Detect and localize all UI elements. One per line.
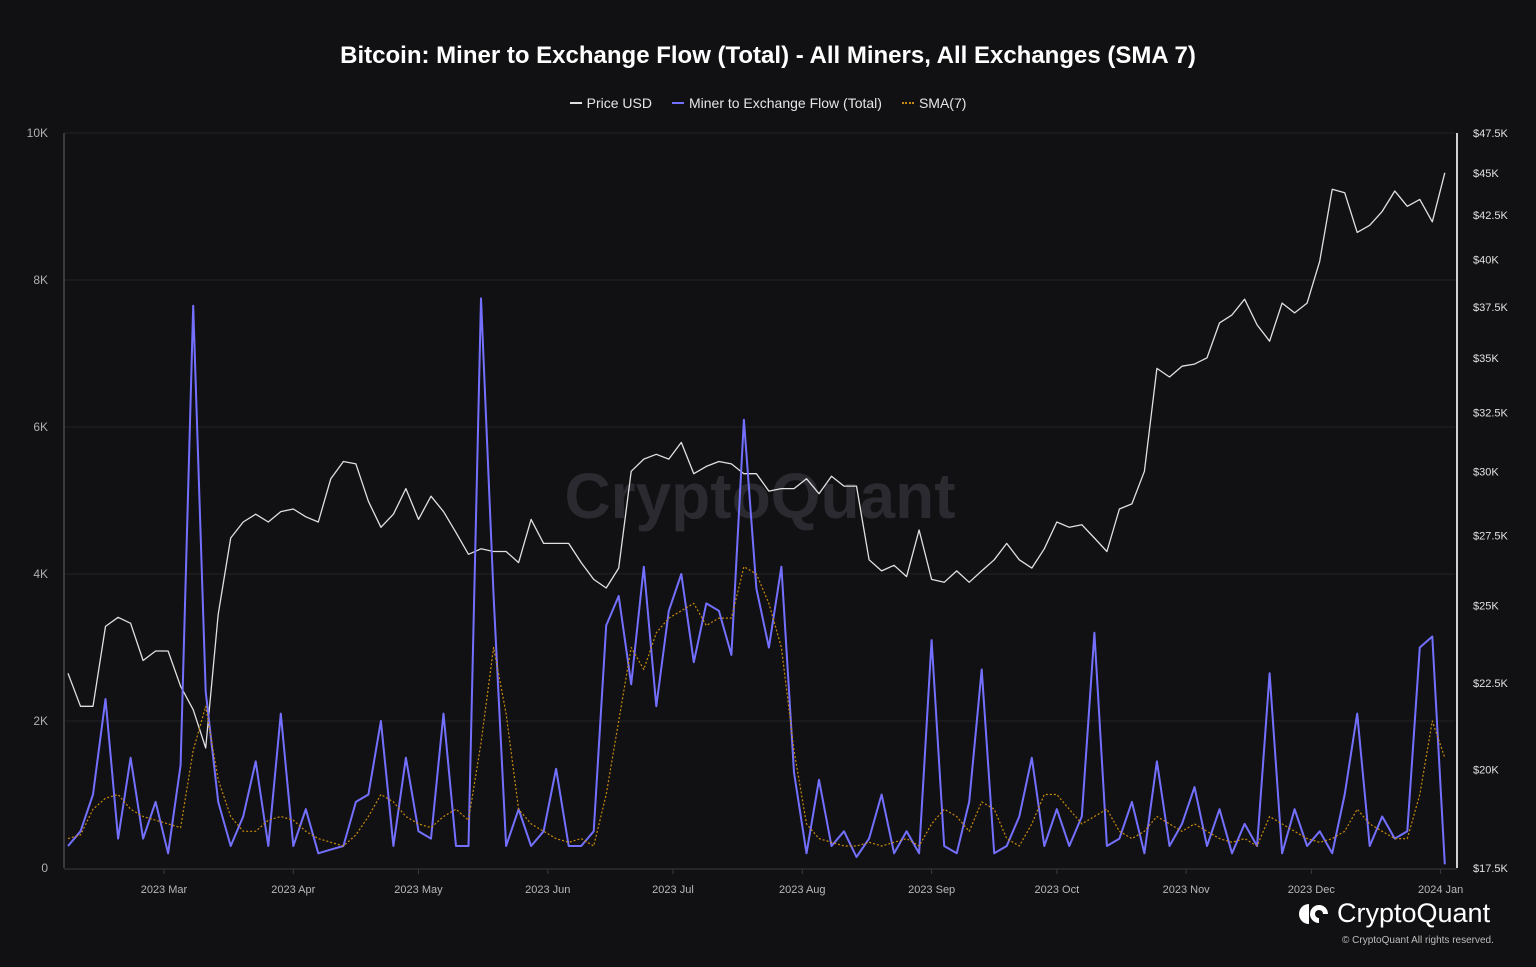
- legend-item-price[interactable]: Price USD: [569, 95, 652, 111]
- flow-line: [67, 297, 1446, 865]
- y-right-tick-label: $20K: [1473, 765, 1499, 777]
- x-tick-label: 2023 Nov: [1163, 884, 1211, 896]
- y-right-tick-label: $37.5K: [1473, 302, 1509, 314]
- x-tick-label: 2023 Sep: [908, 884, 955, 896]
- y-right-tick-label: $40K: [1473, 254, 1499, 266]
- y-right-tick-label: $25K: [1473, 600, 1499, 612]
- y-right-tick-label: $47.5K: [1473, 128, 1509, 140]
- y-left-tick-label: 0: [41, 861, 48, 875]
- sma7-line: [67, 566, 1446, 847]
- y-left-tick-label: 2K: [33, 714, 48, 728]
- price-line: [67, 172, 1446, 749]
- legend-swatch-flow: [671, 102, 684, 104]
- legend-label-price: Price USD: [586, 95, 652, 111]
- y-right-tick-label: $45K: [1473, 168, 1499, 180]
- y-left-tick-label: 8K: [33, 273, 48, 287]
- x-tick-label: 2023 Oct: [1034, 884, 1079, 896]
- watermark: CryptoQuant: [564, 460, 955, 532]
- x-tick-label: 2023 Apr: [271, 884, 315, 896]
- copyright: © CryptoQuant All rights reserved.: [1342, 935, 1494, 946]
- legend-label-sma: SMA(7): [918, 95, 967, 111]
- chart-legend: Price USD Miner to Exchange Flow (Total)…: [0, 95, 1536, 111]
- x-tick-label: 2023 May: [394, 884, 443, 896]
- y-left-tick-label: 10K: [27, 126, 48, 140]
- x-tick-label: 2023 Jun: [525, 884, 570, 896]
- y-right-tick-label: $17.5K: [1473, 863, 1509, 875]
- brand-logo: CryptoQuant: [1297, 898, 1490, 929]
- y-right-tick-label: $30K: [1473, 466, 1499, 478]
- legend-label-flow: Miner to Exchange Flow (Total): [688, 95, 882, 111]
- y-right-tick-label: $35K: [1473, 353, 1499, 365]
- y-right-tick-label: $22.5K: [1473, 678, 1509, 690]
- y-left-tick-label: 6K: [33, 420, 48, 434]
- x-tick-label: 2023 Jul: [652, 884, 694, 896]
- chart-title: Bitcoin: Miner to Exchange Flow (Total) …: [340, 42, 1196, 69]
- legend-swatch-sma: [901, 102, 914, 104]
- legend-item-flow[interactable]: Miner to Exchange Flow (Total): [671, 95, 882, 111]
- x-tick-label: 2024 Jan: [1418, 884, 1463, 896]
- x-tick-label: 2023 Dec: [1288, 884, 1336, 896]
- y-left-tick-label: 4K: [33, 567, 48, 581]
- legend-item-sma[interactable]: SMA(7): [901, 95, 967, 111]
- y-right-tick-label: $42.5K: [1473, 210, 1509, 222]
- y-right-tick-label: $27.5K: [1473, 530, 1509, 542]
- x-tick-label: 2023 Aug: [779, 884, 826, 896]
- legend-swatch-price: [569, 102, 582, 104]
- y-right-tick-label: $32.5K: [1473, 407, 1509, 419]
- brand-name: CryptoQuant: [1337, 898, 1491, 928]
- x-tick-label: 2023 Mar: [141, 884, 188, 896]
- cryptoquant-logo-icon: [1299, 903, 1328, 924]
